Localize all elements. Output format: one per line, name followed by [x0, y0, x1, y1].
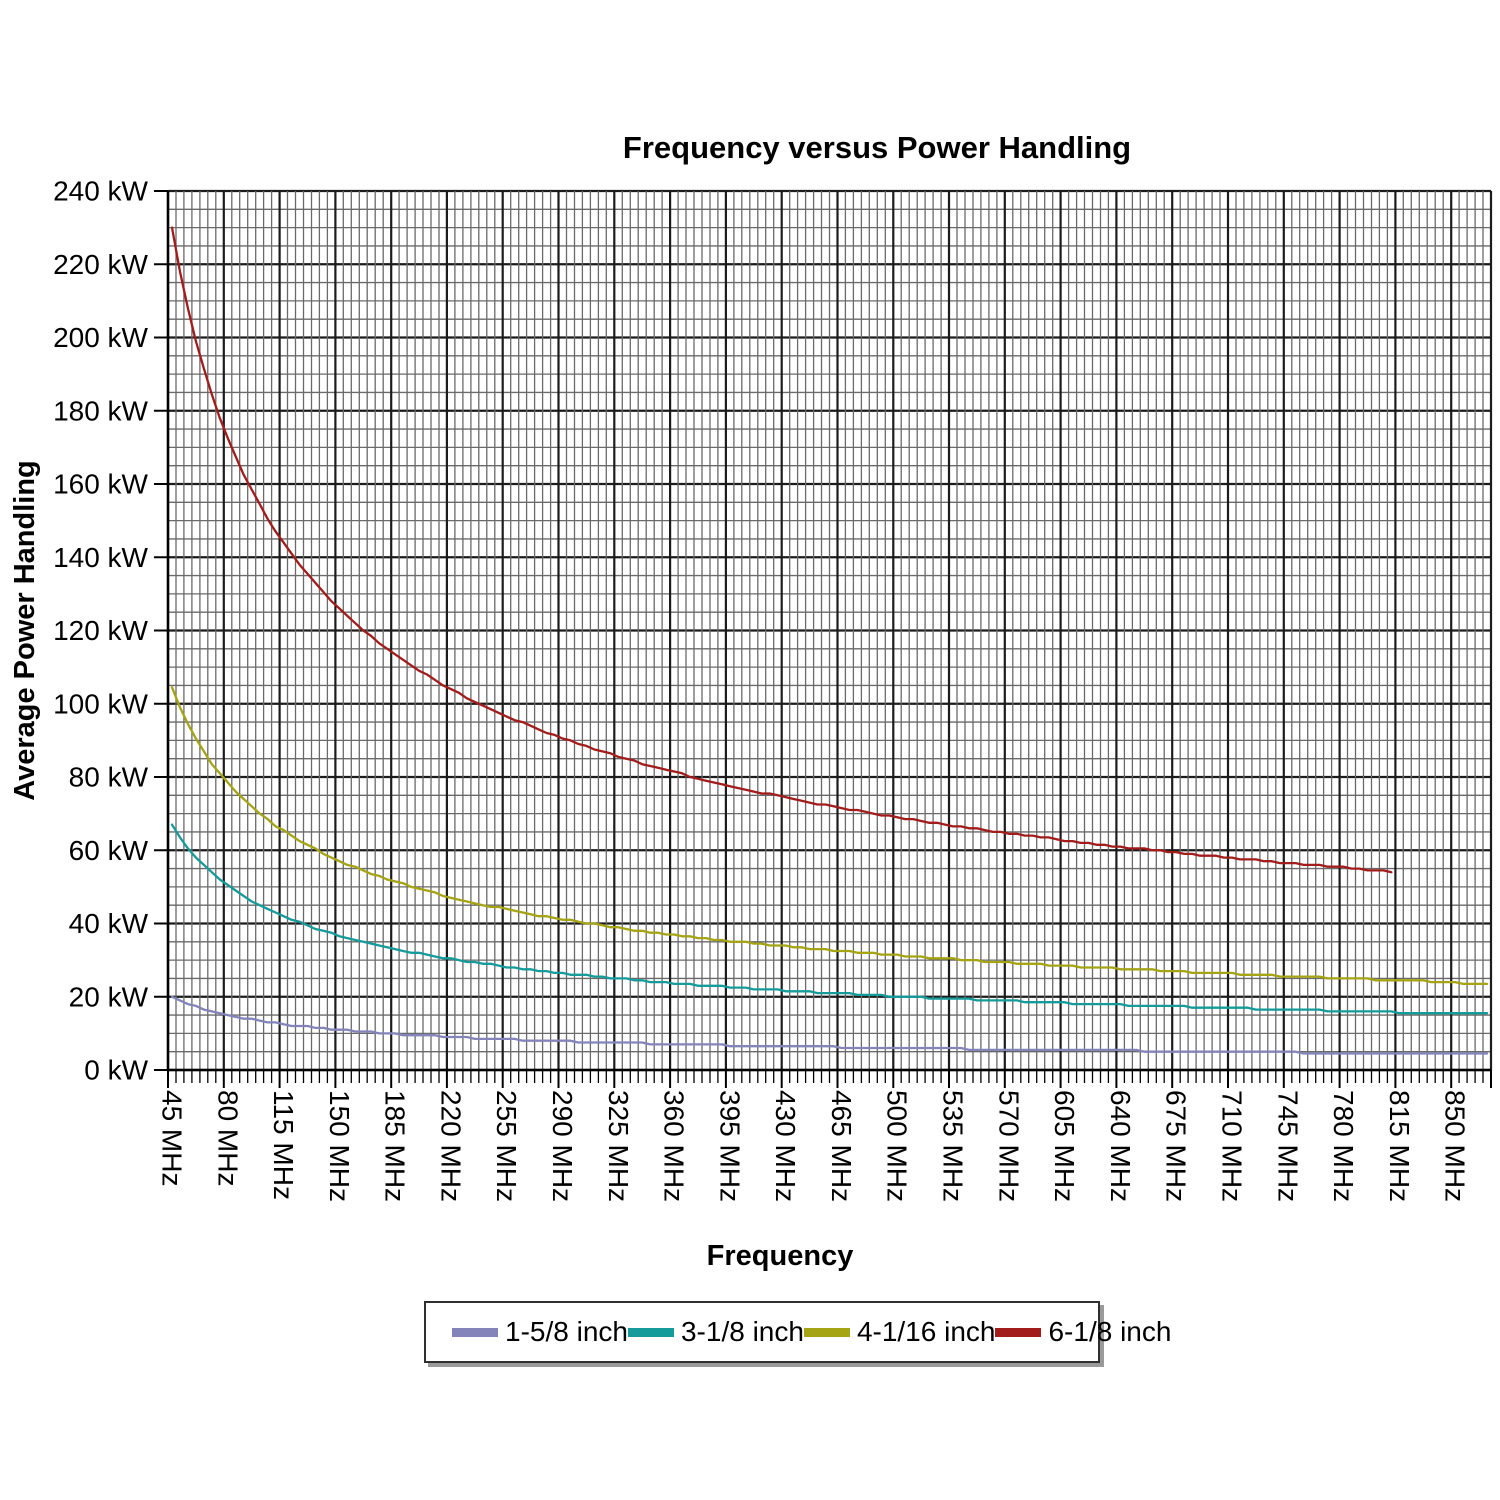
svg-text:150 MHz: 150 MHz [324, 1090, 355, 1202]
svg-text:220 kW: 220 kW [53, 249, 148, 280]
svg-text:675 MHz: 675 MHz [1161, 1090, 1192, 1202]
legend-item-3-1-8-inch: 3-1/8 inch [627, 1316, 804, 1348]
legend-label: 1-5/8 inch [505, 1316, 628, 1347]
series-line-swatch-icon [995, 1327, 1042, 1337]
legend-label: 4-1/16 inch [856, 1316, 996, 1347]
svg-text:100 kW: 100 kW [53, 688, 148, 719]
svg-text:45 MHz: 45 MHz [157, 1090, 188, 1186]
svg-text:605 MHz: 605 MHz [1049, 1090, 1080, 1202]
svg-text:815 MHz: 815 MHz [1384, 1090, 1415, 1202]
svg-text:140 kW: 140 kW [53, 542, 148, 573]
svg-text:255 MHz: 255 MHz [491, 1090, 522, 1202]
legend-label: 3-1/8 inch [680, 1316, 804, 1347]
svg-text:115 MHz: 115 MHz [268, 1090, 299, 1200]
svg-text:360 MHz: 360 MHz [659, 1090, 690, 1202]
svg-text:395 MHz: 395 MHz [714, 1090, 745, 1202]
svg-text:80 kW: 80 kW [69, 762, 149, 793]
svg-text:60 kW: 60 kW [69, 835, 149, 866]
legend-item-4-1-16-inch: 4-1/16 inch [803, 1316, 996, 1348]
svg-text:120 kW: 120 kW [53, 615, 148, 646]
svg-text:500 MHz: 500 MHz [882, 1090, 913, 1202]
svg-text:780 MHz: 780 MHz [1328, 1090, 1359, 1202]
legend-label: 6-1/8 inch [1048, 1316, 1172, 1347]
svg-text:535 MHz: 535 MHz [938, 1090, 969, 1202]
series-line-swatch-icon [803, 1327, 850, 1337]
svg-text:160 kW: 160 kW [53, 469, 148, 500]
series-line-swatch-icon [627, 1327, 674, 1337]
legend-item-1-5-8-inch: 1-5/8 inch [452, 1316, 628, 1348]
svg-text:710 MHz: 710 MHz [1217, 1090, 1248, 1202]
series-line-swatch-icon [452, 1327, 498, 1337]
svg-text:850 MHz: 850 MHz [1440, 1090, 1471, 1202]
x-axis-title: Frequency [706, 1240, 854, 1272]
svg-text:0 kW: 0 kW [84, 1055, 148, 1086]
svg-text:745 MHz: 745 MHz [1272, 1090, 1303, 1202]
svg-text:430 MHz: 430 MHz [770, 1090, 801, 1202]
chart-title: Frequency versus Power Handling [622, 130, 1132, 165]
legend: 1-5/8 inch 3-1/8 inch 4-1/16 inch 6-1/8 … [424, 1301, 1171, 1363]
svg-text:185 MHz: 185 MHz [380, 1090, 411, 1202]
svg-text:40 kW: 40 kW [69, 908, 149, 939]
svg-text:20 kW: 20 kW [69, 981, 149, 1012]
svg-text:640 MHz: 640 MHz [1105, 1090, 1136, 1202]
svg-text:570 MHz: 570 MHz [993, 1090, 1024, 1202]
svg-text:290 MHz: 290 MHz [547, 1090, 578, 1202]
legend-item-6-1-8-inch: 6-1/8 inch [995, 1316, 1171, 1348]
svg-text:180 kW: 180 kW [53, 395, 148, 426]
svg-text:200 kW: 200 kW [53, 322, 148, 353]
svg-text:240 kW: 240 kW [53, 176, 148, 207]
svg-text:465 MHz: 465 MHz [826, 1090, 857, 1202]
svg-text:325 MHz: 325 MHz [603, 1090, 634, 1202]
svg-text:80 MHz: 80 MHz [212, 1090, 243, 1186]
svg-text:220 MHz: 220 MHz [435, 1090, 466, 1202]
